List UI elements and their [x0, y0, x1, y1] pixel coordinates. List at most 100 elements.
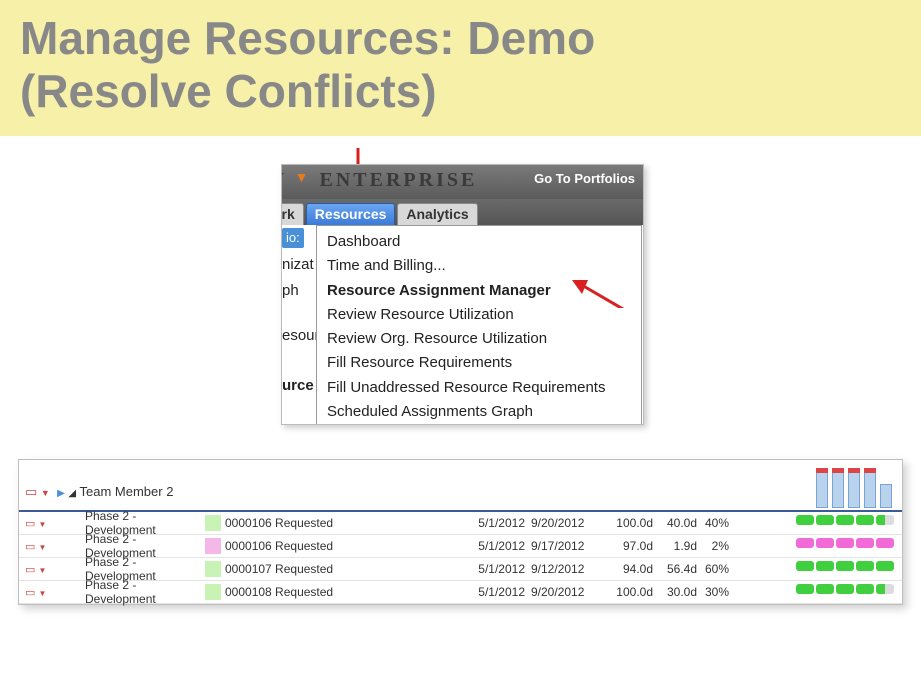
logo-fragment: W [281, 169, 287, 191]
chevron-down-icon: ▼ [41, 488, 50, 498]
calendar-icon: ▭ [25, 484, 37, 499]
allocation-segment [816, 515, 834, 525]
allocation-segment [856, 561, 874, 571]
allocation-segment [856, 584, 874, 594]
calendar-icon[interactable]: ▭ ▼ [25, 517, 55, 530]
expand-icon[interactable]: ▶ [57, 488, 65, 499]
go-to-portfolios-link[interactable]: Go To Portfolios [534, 171, 635, 186]
allocation-segment [816, 538, 834, 548]
color-swatch [205, 538, 221, 554]
color-swatch [205, 561, 221, 577]
cell-phase: Phase 2 - Development [55, 578, 205, 606]
allocation-segment [796, 561, 814, 571]
allocation-segment [836, 515, 854, 525]
cell-end-date: 9/20/2012 [525, 516, 597, 530]
app-header: W ▼ ENTERPRISE Go To Portfolios [282, 165, 643, 199]
tab-analytics[interactable]: Analytics [397, 203, 477, 225]
cell-id-status: 0000107 Requested [225, 562, 355, 576]
main-tab-strip: ork Resources Analytics [281, 199, 644, 225]
allocation-segment [856, 515, 874, 525]
calendar-icon[interactable]: ▭ ▼ [25, 540, 55, 553]
cell-start-date: 5/1/2012 [455, 562, 525, 576]
cell-value-2: 1.9d [653, 539, 697, 553]
cell-value-1: 94.0d [597, 562, 653, 576]
allocation-mini-chart [816, 466, 892, 508]
group-label: Team Member 2 [80, 484, 174, 499]
tab-work[interactable]: ork [281, 203, 304, 225]
title-line1: Manage Resources: Demo [20, 12, 595, 64]
calendar-icon[interactable]: ▭ ▼ [25, 586, 55, 599]
logo-text: ENTERPRISE [320, 169, 478, 191]
tab-resources[interactable]: Resources [306, 203, 396, 225]
mini-bar [848, 472, 860, 508]
mini-bar [864, 472, 876, 508]
assignment-grid: ▭ ▼ ▶ ◢ Team Member 2 ▭ ▼Phase 2 - Devel… [18, 459, 903, 605]
fragment-nizat: nizat [281, 252, 318, 279]
menu-fill-unaddressed-resource-requirements[interactable]: Fill Unaddressed Resource Requirements [317, 376, 641, 400]
grid-header: ▭ ▼ ▶ ◢ Team Member 2 [19, 460, 902, 512]
logo-accent-icon: ▼ [295, 171, 312, 186]
mini-bar [816, 472, 828, 508]
allocation-bars [796, 515, 894, 525]
cell-id-status: 0000106 Requested [225, 539, 355, 553]
allocation-segment [876, 561, 894, 571]
cell-percent: 2% [697, 539, 733, 553]
fragment-esour: esour [281, 323, 318, 350]
left-edge-fragments: io: nizat ph esour urce [281, 225, 318, 400]
cell-start-date: 5/1/2012 [455, 585, 525, 599]
cell-value-1: 97.0d [597, 539, 653, 553]
allocation-segment [836, 561, 854, 571]
arrow-diagonal-icon [568, 272, 624, 308]
grid-body: ▭ ▼Phase 2 - Development0000106 Requeste… [19, 512, 902, 604]
allocation-segment [796, 515, 814, 525]
allocation-bars [796, 538, 894, 548]
cell-value-2: 30.0d [653, 585, 697, 599]
cell-end-date: 9/17/2012 [525, 539, 597, 553]
allocation-segment [836, 584, 854, 594]
menu-review-org-resource-utilization[interactable]: Review Org. Resource Utilization [317, 327, 641, 351]
collapse-icon[interactable]: ◢ [68, 488, 76, 499]
cell-end-date: 9/12/2012 [525, 562, 597, 576]
cell-percent: 30% [697, 585, 733, 599]
allocation-segment [796, 584, 814, 594]
cell-percent: 40% [697, 516, 733, 530]
page-title: Manage Resources: Demo (Resolve Conflict… [20, 12, 901, 118]
color-swatch [205, 584, 221, 600]
mini-bar [832, 472, 844, 508]
allocation-bars [796, 584, 894, 594]
allocation-segment [876, 538, 894, 548]
cell-end-date: 9/20/2012 [525, 585, 597, 599]
cell-id-status: 0000108 Requested [225, 585, 355, 599]
resources-dropdown-menu: Dashboard Time and Billing... Resource A… [316, 225, 642, 425]
cell-value-1: 100.0d [597, 585, 653, 599]
table-row[interactable]: ▭ ▼Phase 2 - Development 0000108 Requeste… [19, 581, 902, 604]
allocation-segment [876, 584, 894, 594]
cell-value-1: 100.0d [597, 516, 653, 530]
menu-fill-resource-requirements[interactable]: Fill Resource Requirements [317, 351, 641, 375]
allocation-bars [796, 561, 894, 571]
cell-id-status: 0000106 Requested [225, 516, 355, 530]
fragment-ph: ph [281, 278, 318, 305]
menu-dashboard[interactable]: Dashboard [317, 230, 641, 254]
cell-percent: 60% [697, 562, 733, 576]
cell-value-2: 40.0d [653, 516, 697, 530]
allocation-segment [876, 515, 894, 525]
allocation-segment [836, 538, 854, 548]
app-logo: W ▼ ENTERPRISE [281, 169, 477, 192]
title-line2: (Resolve Conflicts) [20, 65, 437, 117]
allocation-segment [856, 538, 874, 548]
allocation-segment [816, 561, 834, 571]
cell-start-date: 5/1/2012 [455, 516, 525, 530]
grid-header-row[interactable]: ▭ ▼ ▶ ◢ Team Member 2 [25, 484, 173, 500]
calendar-icon[interactable]: ▭ ▼ [25, 563, 55, 576]
allocation-segment [816, 584, 834, 594]
mini-bar [880, 484, 892, 508]
menu-scheduled-assignments-graph[interactable]: Scheduled Assignments Graph [317, 400, 641, 424]
allocation-segment [796, 538, 814, 548]
cell-start-date: 5/1/2012 [455, 539, 525, 553]
fragment-io: io: [282, 228, 304, 248]
color-swatch [205, 515, 221, 531]
cell-value-2: 56.4d [653, 562, 697, 576]
fragment-urce: urce [281, 373, 318, 400]
title-banner: Manage Resources: Demo (Resolve Conflict… [0, 0, 921, 136]
